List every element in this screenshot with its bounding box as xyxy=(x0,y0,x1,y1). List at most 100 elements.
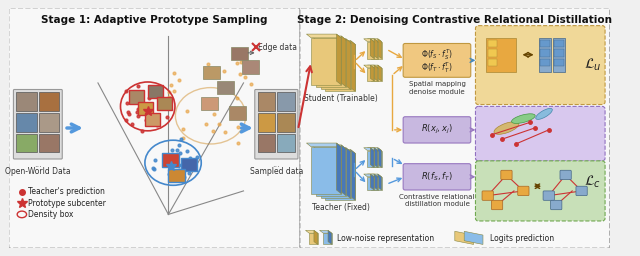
Bar xyxy=(554,49,564,57)
Text: Contrastive relational
distillation module: Contrastive relational distillation modu… xyxy=(399,194,475,207)
Bar xyxy=(277,92,295,111)
Polygon shape xyxy=(371,148,381,151)
FancyBboxPatch shape xyxy=(9,8,300,248)
Polygon shape xyxy=(316,148,351,152)
Polygon shape xyxy=(371,39,374,59)
Bar xyxy=(488,49,497,57)
Polygon shape xyxy=(364,174,374,177)
Text: $R(x_j, x_j)$: $R(x_j, x_j)$ xyxy=(421,123,452,136)
Polygon shape xyxy=(371,65,381,68)
Polygon shape xyxy=(367,39,378,42)
Polygon shape xyxy=(307,143,341,147)
Bar xyxy=(148,85,163,98)
FancyBboxPatch shape xyxy=(501,170,512,180)
Bar xyxy=(554,59,564,66)
Text: Spatial mapping
denoise module: Spatial mapping denoise module xyxy=(408,81,465,94)
Bar xyxy=(16,92,37,111)
Polygon shape xyxy=(346,148,351,198)
Text: Sampled data: Sampled data xyxy=(250,167,303,176)
Polygon shape xyxy=(307,34,341,38)
Polygon shape xyxy=(367,42,374,59)
Text: Low-noise representation: Low-noise representation xyxy=(337,234,435,243)
Text: Teacher's prediction: Teacher's prediction xyxy=(28,187,106,196)
FancyBboxPatch shape xyxy=(492,200,502,210)
Polygon shape xyxy=(375,42,381,59)
Text: $\Phi(f_T \cdot f_T^T)$: $\Phi(f_T \cdot f_T^T)$ xyxy=(421,60,453,75)
Text: Edge data: Edge data xyxy=(257,43,296,52)
Polygon shape xyxy=(341,36,346,87)
Bar xyxy=(39,113,60,132)
Bar xyxy=(242,60,259,73)
Polygon shape xyxy=(375,151,381,167)
Bar xyxy=(540,59,550,66)
Polygon shape xyxy=(375,68,381,81)
Polygon shape xyxy=(371,151,378,167)
Polygon shape xyxy=(464,231,483,244)
Bar xyxy=(277,134,295,152)
Bar xyxy=(231,47,248,60)
Polygon shape xyxy=(364,39,374,42)
Polygon shape xyxy=(321,42,351,90)
Bar xyxy=(229,106,246,120)
FancyBboxPatch shape xyxy=(560,170,572,180)
Bar xyxy=(540,38,550,72)
Bar xyxy=(157,97,172,110)
FancyBboxPatch shape xyxy=(576,186,588,196)
FancyBboxPatch shape xyxy=(482,191,493,200)
FancyBboxPatch shape xyxy=(518,186,529,196)
Bar xyxy=(39,92,60,111)
Polygon shape xyxy=(374,148,378,167)
Ellipse shape xyxy=(494,122,519,134)
Bar xyxy=(129,90,144,104)
Bar xyxy=(488,59,497,66)
Polygon shape xyxy=(367,148,378,151)
Bar xyxy=(488,40,497,47)
Bar xyxy=(16,134,37,152)
Polygon shape xyxy=(314,230,317,244)
Polygon shape xyxy=(374,174,378,190)
Polygon shape xyxy=(364,148,374,151)
Text: Open-World Data: Open-World Data xyxy=(5,166,70,176)
Polygon shape xyxy=(371,174,374,190)
Polygon shape xyxy=(346,39,351,90)
Bar xyxy=(217,81,234,94)
Polygon shape xyxy=(371,42,378,59)
Text: ...: ... xyxy=(34,160,42,169)
Bar xyxy=(203,66,220,79)
Bar xyxy=(554,38,564,72)
Bar xyxy=(162,153,179,166)
Text: Density box: Density box xyxy=(28,210,74,219)
Bar xyxy=(39,134,60,152)
Polygon shape xyxy=(374,39,378,59)
Bar xyxy=(201,97,218,110)
Polygon shape xyxy=(328,230,332,244)
Polygon shape xyxy=(374,65,378,81)
Bar xyxy=(16,113,37,132)
Bar xyxy=(257,113,275,132)
Polygon shape xyxy=(371,39,381,42)
Polygon shape xyxy=(371,174,381,177)
Ellipse shape xyxy=(511,114,535,123)
Polygon shape xyxy=(325,153,355,200)
Polygon shape xyxy=(319,230,332,233)
Polygon shape xyxy=(309,233,317,244)
Polygon shape xyxy=(341,145,346,196)
FancyBboxPatch shape xyxy=(550,200,562,210)
Bar xyxy=(138,102,154,115)
Polygon shape xyxy=(337,34,341,85)
Bar xyxy=(540,40,550,47)
Polygon shape xyxy=(367,68,374,81)
Polygon shape xyxy=(311,147,341,194)
FancyBboxPatch shape xyxy=(403,44,471,77)
Text: Student (Trainable): Student (Trainable) xyxy=(304,94,378,103)
Bar xyxy=(540,49,550,57)
Polygon shape xyxy=(321,150,355,153)
Bar xyxy=(168,169,186,183)
Bar xyxy=(180,158,198,171)
Text: ...: ... xyxy=(273,160,280,169)
Polygon shape xyxy=(375,177,381,190)
Polygon shape xyxy=(371,148,374,167)
Polygon shape xyxy=(367,174,378,177)
Text: Stage 2: Denoising Contrastive Relational Distillation: Stage 2: Denoising Contrastive Relationa… xyxy=(298,15,612,25)
Polygon shape xyxy=(367,177,374,190)
